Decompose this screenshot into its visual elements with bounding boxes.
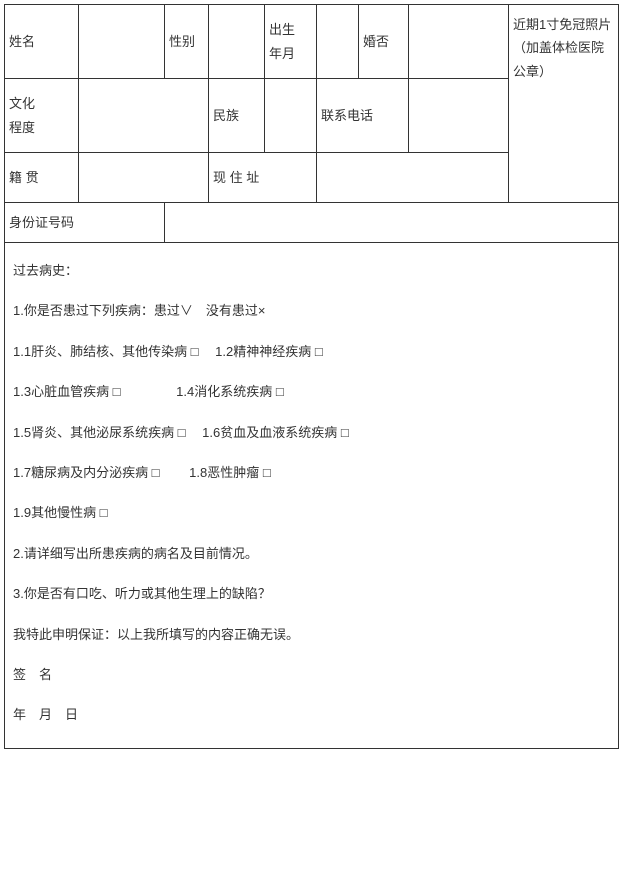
history-i19: 1.9其他慢性病 □ <box>13 495 610 531</box>
field-marriage[interactable] <box>409 5 509 79</box>
field-education[interactable] <box>79 79 209 153</box>
field-birth[interactable] <box>317 5 359 79</box>
field-ethnicity[interactable] <box>265 79 317 153</box>
label-birth: 出生 年月 <box>265 5 317 79</box>
history-declare: 我特此申明保证：以上我所填写的内容正确无误。 <box>13 617 610 653</box>
label-name: 姓名 <box>5 5 79 79</box>
history-i11: 1.1肝炎、肺结核、其他传染病 □ 1.2精神神经疾病 □ <box>13 334 610 370</box>
label-gender: 性别 <box>165 5 209 79</box>
label-ethnicity: 民族 <box>209 79 265 153</box>
field-native[interactable] <box>79 153 209 203</box>
label-native: 籍 贯 <box>5 153 79 203</box>
label-education: 文化 程度 <box>5 79 79 153</box>
field-gender[interactable] <box>209 5 265 79</box>
label-marriage: 婚否 <box>359 5 409 79</box>
history-q1: 1.你是否患过下列疾病：患过∨ 没有患过× <box>13 293 610 329</box>
medical-history-section: 过去病史： 1.你是否患过下列疾病：患过∨ 没有患过× 1.1肝炎、肺结核、其他… <box>5 243 619 749</box>
field-address[interactable] <box>317 153 509 203</box>
history-title: 过去病史： <box>13 253 610 289</box>
history-q3: 3.你是否有口吃、听力或其他生理上的缺陷？ <box>13 576 610 612</box>
label-idnum: 身份证号码 <box>5 203 165 243</box>
history-i17: 1.7糖尿病及内分泌疾病 □ 1.8恶性肿瘤 □ <box>13 455 610 491</box>
history-date: 年 月 日 <box>13 697 610 733</box>
photo-box: 近期1寸免冠照片（加盖体检医院公章） <box>509 5 619 203</box>
label-phone: 联系电话 <box>317 79 409 153</box>
history-i13: 1.3心脏血管疾病 □ 1.4消化系统疾病 □ <box>13 374 610 410</box>
field-idnum[interactable] <box>165 203 619 243</box>
field-phone[interactable] <box>409 79 509 153</box>
history-i15: 1.5肾炎、其他泌尿系统疾病 □ 1.6贫血及血液系统疾病 □ <box>13 415 610 451</box>
label-address: 现 住 址 <box>209 153 317 203</box>
history-q2: 2.请详细写出所患疾病的病名及目前情况。 <box>13 536 610 572</box>
field-name[interactable] <box>79 5 165 79</box>
history-sign: 签 名 <box>13 657 610 693</box>
